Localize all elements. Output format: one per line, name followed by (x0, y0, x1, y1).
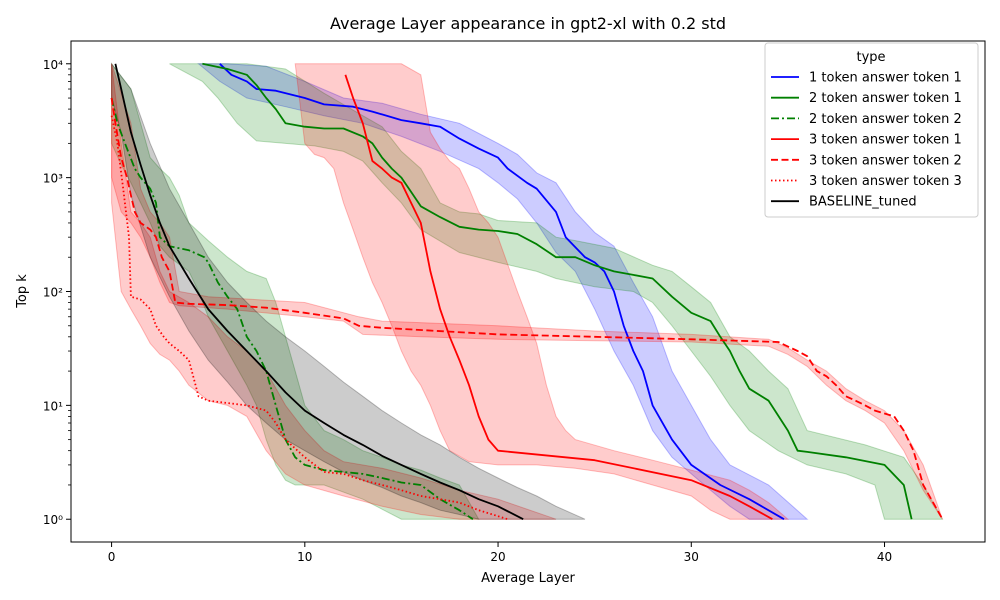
legend-label: 3 token answer token 3 (809, 174, 962, 189)
x-tick-label: 30 (684, 550, 699, 564)
y-tick-label: 10² (43, 286, 63, 300)
legend-label: 1 token answer token 1 (809, 71, 962, 86)
band-series-5 (111, 63, 943, 520)
x-axis-label: Average Layer (481, 571, 575, 586)
line-series-1 (219, 63, 785, 520)
y-axis-label: Top k (15, 274, 30, 309)
legend-box (764, 42, 979, 218)
line-series-7 (114, 63, 524, 521)
line-series-4 (344, 74, 773, 520)
band-series-7 (111, 62, 586, 520)
y-axis: 10⁰ 10¹ 10² 10³ 10⁴ (43, 58, 71, 527)
legend-label: 3 token answer token 2 (809, 153, 962, 168)
x-axis: 0 10 20 30 40 (108, 542, 892, 564)
band-series-1 (197, 63, 809, 520)
confidence-bands (111, 62, 944, 520)
legend-label: 2 token answer token 1 (809, 91, 962, 106)
x-tick-label: 0 (108, 550, 116, 564)
x-tick-label: 40 (877, 550, 892, 564)
legend-items: 1 token answer token 1 2 token answer tok… (771, 71, 962, 210)
line-series-2 (202, 62, 913, 520)
y-tick-label: 10⁴ (43, 58, 63, 72)
line-series-5 (110, 97, 944, 520)
y-tick-label: 10³ (43, 172, 63, 186)
chart-title: Average Layer appearance in gpt2-xl with… (330, 14, 726, 33)
legend-label: 3 token answer token 1 (809, 133, 962, 148)
band-series-6 (111, 63, 557, 520)
band-series-2 (169, 63, 944, 520)
line-series-3 (110, 97, 474, 520)
legend: type 1 token answer token 1 2 token answe… (764, 42, 979, 218)
line-series-6 (110, 115, 508, 521)
series-lines (110, 62, 944, 521)
band-series-4 (294, 63, 790, 520)
legend-title: type (856, 50, 885, 65)
x-tick-label: 10 (297, 550, 312, 564)
x-tick-label: 20 (490, 550, 505, 564)
legend-label: 2 token answer token 2 (809, 112, 962, 127)
legend-label: BASELINE_tuned (809, 195, 917, 210)
y-tick-label: 10⁰ (43, 513, 63, 527)
y-tick-label: 10¹ (43, 399, 63, 413)
